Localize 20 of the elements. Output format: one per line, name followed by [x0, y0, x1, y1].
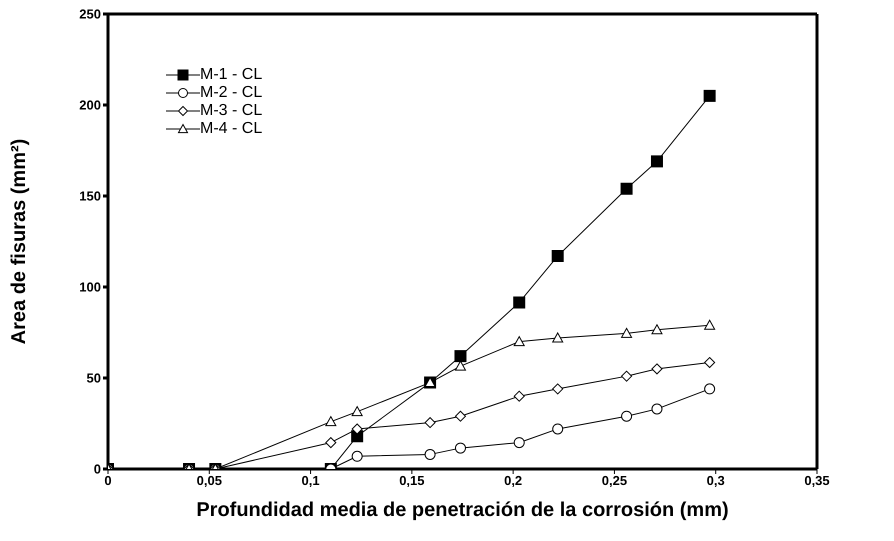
- legend-label: M-3 - CL: [200, 102, 262, 120]
- legend-label: M-4 - CL: [200, 120, 262, 138]
- x-tick-label: 0,3: [706, 473, 725, 488]
- y-tick-label: 250: [79, 6, 101, 22]
- y-tick-label: 150: [79, 188, 101, 204]
- legend-label: M-1 - CL: [200, 66, 262, 84]
- x-tick-label: 0,25: [602, 473, 628, 488]
- y-tick-label: 50: [86, 370, 101, 386]
- y-tick-label: 0: [94, 462, 101, 477]
- x-tick-label: 0,35: [804, 473, 830, 488]
- legend-label: M-2 - CL: [200, 84, 262, 102]
- x-tick-label: 0,05: [196, 473, 222, 488]
- x-axis-title: Profundidad media de penetración de la corrosión (mm): [196, 499, 729, 521]
- x-tick-label: 0,1: [302, 473, 320, 488]
- x-tick-label: 0,15: [399, 473, 425, 488]
- x-tick-label: 0,2: [504, 473, 522, 488]
- y-axis-title: Area de fisuras (mm²): [8, 138, 30, 344]
- y-tick-label: 100: [79, 280, 101, 295]
- x-tick-label: 0: [104, 473, 112, 488]
- y-tick-label: 200: [79, 98, 101, 113]
